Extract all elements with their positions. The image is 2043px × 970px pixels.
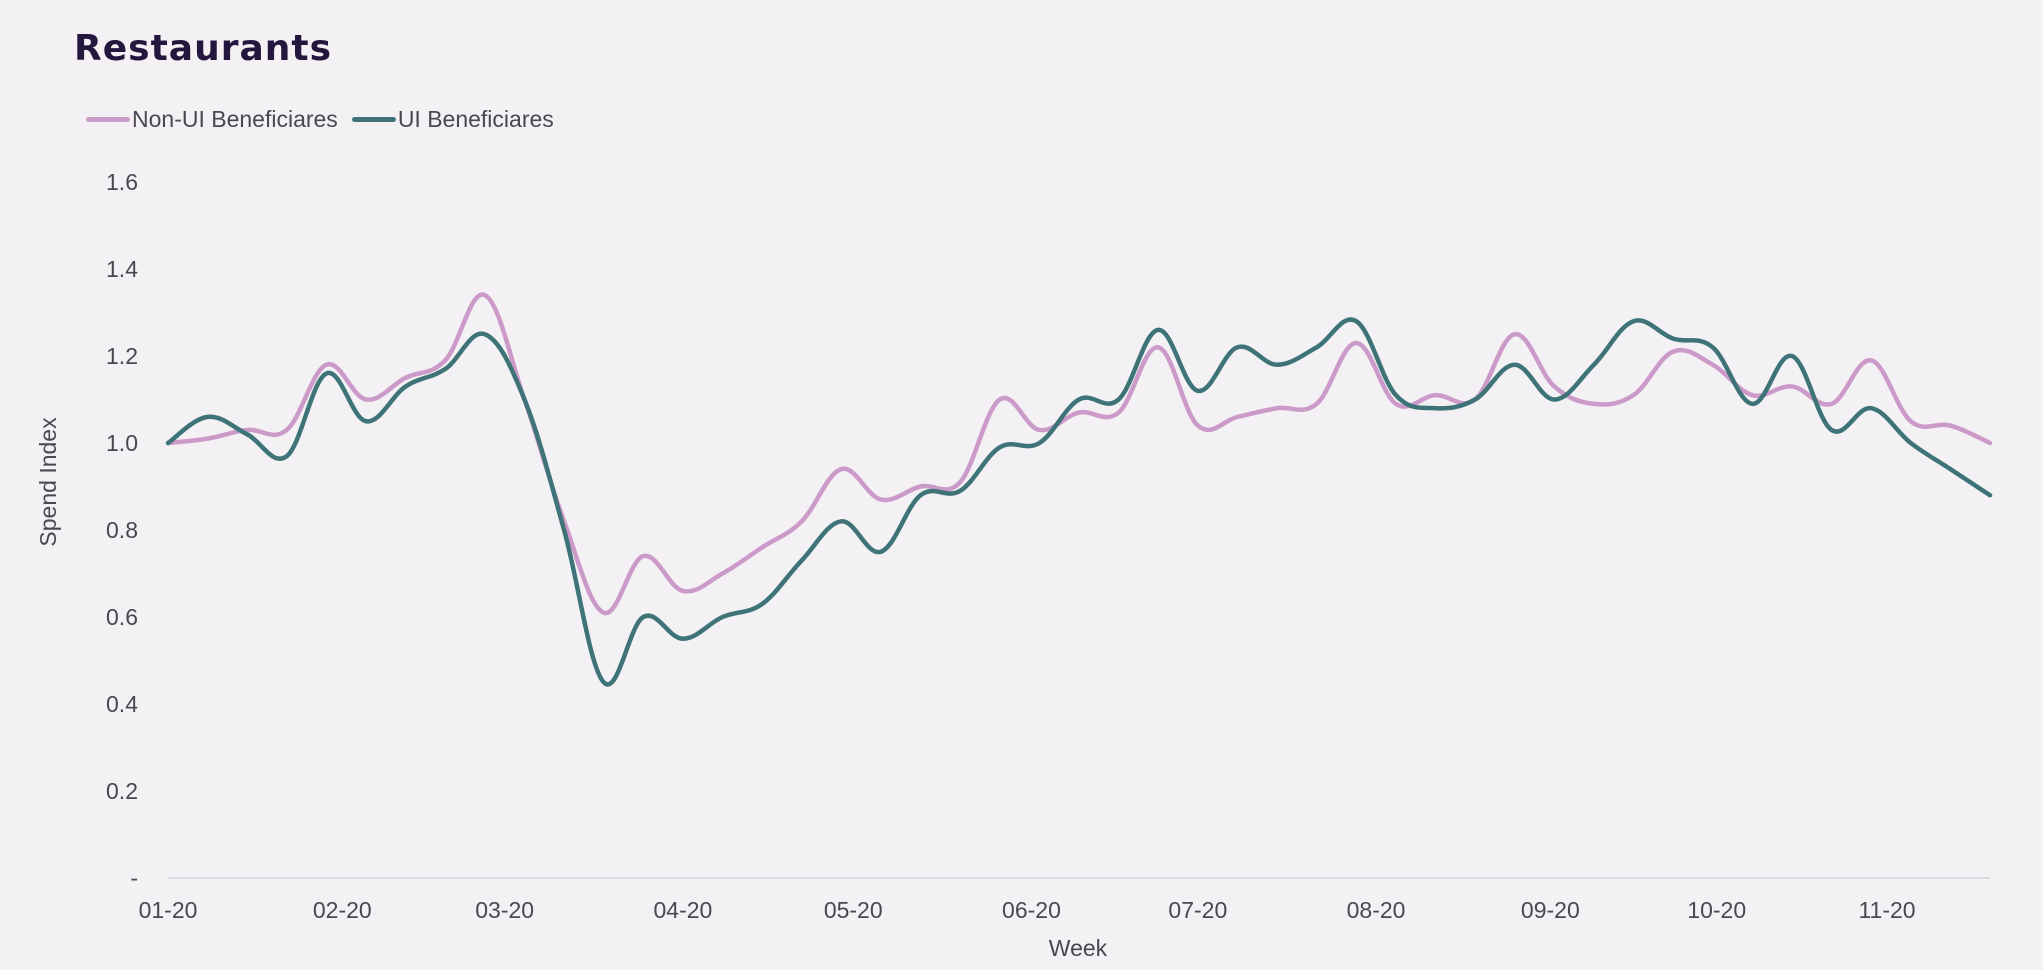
x-tick-label: 06-20	[1002, 897, 1061, 923]
x-axis-label: Week	[1049, 935, 1108, 961]
x-tick-label: 02-20	[313, 897, 372, 923]
x-tick-label: 10-20	[1687, 897, 1746, 923]
legend: Non-UI Beneficiares UI Beneficiares	[86, 106, 554, 133]
x-tick-label: 04-20	[653, 897, 712, 923]
y-tick-label: 0.6	[106, 604, 138, 630]
y-axis: - 0.2 0.4 0.6 0.8 1.0 1.2 1.4 1.6	[106, 169, 138, 891]
y-axis-label: Spend Index	[35, 417, 61, 547]
x-tick-label: 08-20	[1347, 897, 1406, 923]
legend-item-non-ui: Non-UI Beneficiares	[86, 106, 338, 133]
series-line-non-ui	[165, 292, 1993, 615]
y-tick-label: 1.6	[106, 169, 138, 195]
legend-swatch-non-ui	[86, 117, 130, 122]
y-tick-label: 1.4	[106, 256, 138, 282]
x-tick-label: 07-20	[1168, 897, 1227, 923]
x-axis: 01-20 02-20 03-20 04-20 05-20 06-20 07-20 08-20…	[139, 877, 1990, 923]
y-tick-label: 1.2	[106, 343, 138, 369]
y-tick-label: 0.4	[106, 691, 138, 717]
chart-title: Restaurants	[74, 28, 333, 69]
series-layer	[165, 292, 1993, 687]
legend-label-ui: UI Beneficiares	[397, 106, 554, 132]
y-tick-label: -	[130, 865, 138, 891]
x-tick-label: 03-20	[475, 897, 534, 923]
x-tick-label: 11-20	[1858, 897, 1915, 923]
legend-swatch-ui	[351, 117, 396, 122]
y-tick-label: 0.8	[106, 517, 138, 543]
legend-label-non-ui: Non-UI Beneficiares	[132, 106, 338, 132]
series-line-ui	[165, 317, 1993, 687]
y-tick-label: 1.0	[106, 430, 138, 456]
y-tick-label: 0.2	[106, 778, 138, 804]
legend-item-ui: UI Beneficiares	[351, 106, 554, 133]
x-tick-label: 05-20	[824, 897, 883, 923]
x-tick-label: 09-20	[1521, 897, 1580, 923]
x-tick-label: 01-20	[139, 897, 198, 923]
